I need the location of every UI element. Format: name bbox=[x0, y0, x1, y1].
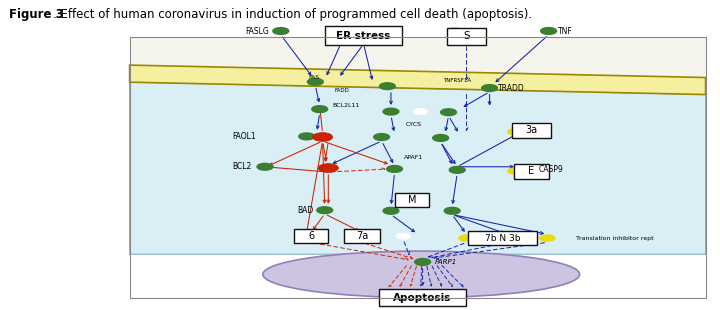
FancyBboxPatch shape bbox=[344, 229, 380, 243]
Circle shape bbox=[433, 135, 449, 141]
Circle shape bbox=[500, 235, 516, 241]
Circle shape bbox=[404, 197, 420, 203]
Bar bbox=[130, 37, 706, 298]
Circle shape bbox=[539, 235, 555, 241]
Text: CYCS: CYCS bbox=[406, 122, 422, 126]
Circle shape bbox=[383, 207, 399, 214]
Text: FASLG: FASLG bbox=[246, 26, 269, 36]
Text: BCL2: BCL2 bbox=[233, 162, 252, 171]
Circle shape bbox=[303, 233, 319, 240]
Text: S: S bbox=[463, 31, 470, 41]
FancyBboxPatch shape bbox=[294, 229, 328, 243]
Circle shape bbox=[441, 109, 456, 116]
Text: M: M bbox=[408, 195, 416, 205]
Circle shape bbox=[383, 108, 399, 115]
Text: FAS: FAS bbox=[308, 75, 320, 80]
Text: FAOL1: FAOL1 bbox=[232, 132, 256, 141]
Polygon shape bbox=[130, 82, 706, 254]
Circle shape bbox=[257, 163, 273, 170]
Circle shape bbox=[459, 235, 474, 241]
Text: 7b N 3b: 7b N 3b bbox=[485, 233, 521, 243]
Circle shape bbox=[444, 207, 460, 214]
Text: Figure 3: Figure 3 bbox=[9, 8, 63, 21]
Circle shape bbox=[312, 106, 328, 113]
Text: FADD: FADD bbox=[335, 88, 349, 93]
Circle shape bbox=[396, 233, 410, 239]
Circle shape bbox=[449, 166, 465, 173]
Text: 7a: 7a bbox=[356, 231, 369, 241]
Text: 3a: 3a bbox=[526, 125, 537, 135]
Text: ER stress: ER stress bbox=[336, 31, 391, 41]
Circle shape bbox=[379, 83, 395, 90]
Circle shape bbox=[312, 133, 333, 141]
Text: TRADD: TRADD bbox=[498, 83, 525, 93]
Circle shape bbox=[299, 133, 315, 140]
Polygon shape bbox=[130, 65, 706, 95]
Circle shape bbox=[319, 165, 335, 171]
FancyBboxPatch shape bbox=[514, 164, 549, 179]
Circle shape bbox=[508, 128, 523, 135]
Text: 6: 6 bbox=[308, 231, 314, 241]
Ellipse shape bbox=[263, 251, 580, 298]
FancyBboxPatch shape bbox=[447, 28, 486, 45]
Text: Apoptosis: Apoptosis bbox=[393, 293, 452, 303]
Text: . Effect of human coronavirus in induction of programmed cell death (apoptosis).: . Effect of human coronavirus in inducti… bbox=[53, 8, 532, 21]
Circle shape bbox=[337, 28, 353, 34]
Text: Translation inhibitor rept: Translation inhibitor rept bbox=[576, 236, 654, 241]
Text: APAF1: APAF1 bbox=[404, 155, 423, 160]
Text: TNF: TNF bbox=[558, 26, 572, 36]
Text: E: E bbox=[528, 166, 534, 176]
FancyBboxPatch shape bbox=[379, 289, 467, 306]
Circle shape bbox=[374, 134, 390, 140]
Circle shape bbox=[317, 207, 333, 214]
Circle shape bbox=[307, 78, 323, 85]
FancyBboxPatch shape bbox=[395, 193, 429, 207]
Circle shape bbox=[521, 166, 537, 173]
Circle shape bbox=[447, 28, 463, 34]
Circle shape bbox=[354, 233, 370, 240]
Text: BCL2L11: BCL2L11 bbox=[332, 103, 359, 108]
Text: CASP9: CASP9 bbox=[539, 165, 563, 175]
Circle shape bbox=[273, 28, 289, 34]
Text: BAD: BAD bbox=[297, 206, 314, 215]
Text: TNFRSF1A: TNFRSF1A bbox=[443, 78, 472, 83]
Circle shape bbox=[508, 168, 523, 175]
FancyBboxPatch shape bbox=[468, 231, 537, 245]
Polygon shape bbox=[130, 37, 706, 78]
Text: PARP1: PARP1 bbox=[435, 259, 457, 265]
Circle shape bbox=[318, 164, 338, 172]
FancyBboxPatch shape bbox=[325, 26, 402, 45]
FancyBboxPatch shape bbox=[512, 123, 551, 138]
Circle shape bbox=[541, 28, 557, 34]
Circle shape bbox=[387, 166, 402, 172]
Circle shape bbox=[482, 85, 498, 91]
Circle shape bbox=[415, 259, 431, 265]
Circle shape bbox=[413, 108, 428, 115]
